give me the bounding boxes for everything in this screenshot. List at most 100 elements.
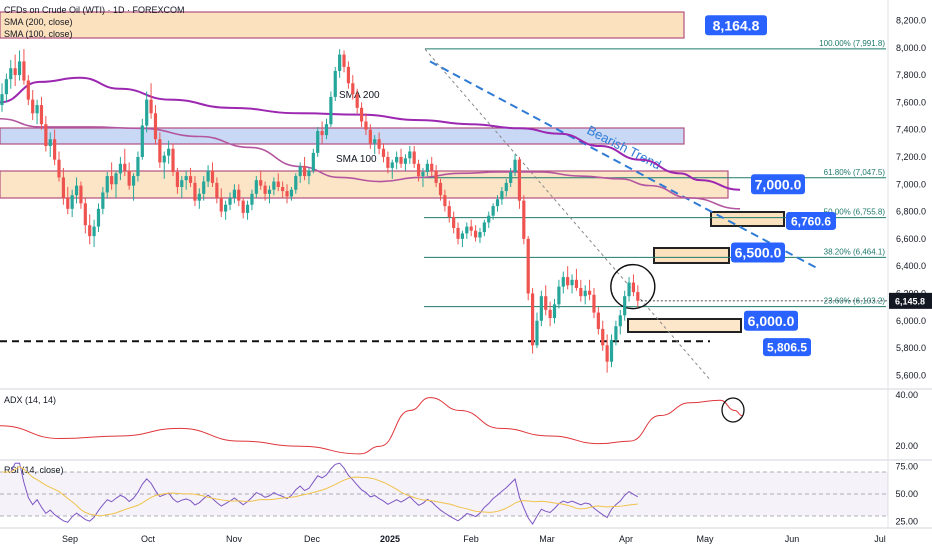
candle [0, 83, 4, 112]
candle-body [193, 182, 197, 201]
candle-body [241, 200, 245, 213]
candle [403, 154, 408, 171]
candle-body [478, 232, 482, 238]
candle-body [544, 296, 548, 310]
candle-body [272, 181, 276, 190]
candle [482, 219, 486, 237]
candle-body [136, 156, 140, 177]
candle [614, 320, 618, 346]
candle [438, 178, 443, 201]
candle [368, 124, 372, 149]
candle [579, 279, 583, 302]
candle-body [127, 170, 131, 186]
candle-body [96, 208, 101, 227]
candle-body [175, 171, 179, 187]
candle-body [263, 185, 267, 194]
candle [574, 268, 579, 291]
candle [570, 274, 574, 294]
candle-body [473, 230, 478, 238]
candle-body [39, 105, 44, 125]
pane-separators [0, 0, 932, 529]
candle-body [245, 204, 250, 213]
zone-box-6500[interactable] [653, 247, 730, 264]
support-zone-wide[interactable] [0, 170, 729, 199]
candle-body [359, 107, 364, 122]
candle-body [601, 328, 605, 346]
candle [618, 309, 622, 335]
candle-body [513, 159, 517, 172]
candle [412, 146, 416, 168]
candle [188, 167, 193, 187]
price-tick-label: 6,400.0 [896, 261, 926, 271]
candle [408, 146, 412, 164]
candle [83, 197, 87, 234]
zone-box-6760[interactable] [710, 211, 785, 227]
candle-body [294, 176, 298, 190]
candle [171, 143, 175, 177]
candle [158, 132, 162, 168]
time-tick-label: Feb [463, 534, 479, 544]
candle-body [447, 206, 451, 218]
candle-body [145, 99, 149, 126]
candle [184, 170, 188, 190]
candle [145, 91, 149, 133]
candle [167, 140, 171, 164]
candle-body [131, 176, 136, 186]
candle [421, 167, 425, 187]
candle-body [596, 312, 600, 329]
candle [127, 162, 131, 190]
candle [250, 189, 254, 211]
candle-body [311, 152, 315, 171]
candle-body [79, 185, 83, 204]
candle-body [487, 215, 491, 223]
candle-body [421, 171, 425, 177]
candle-body [539, 296, 543, 321]
candle [92, 219, 96, 248]
candle [39, 96, 44, 130]
candle-body [605, 345, 609, 362]
candle [263, 181, 267, 201]
candle-body [333, 70, 337, 97]
resistance-zone-top[interactable] [0, 11, 685, 39]
candle-body [434, 170, 438, 183]
candle [452, 211, 456, 234]
candle [561, 271, 565, 294]
candle-body [570, 279, 574, 286]
candle [587, 279, 592, 301]
candle-body [552, 304, 557, 319]
candle-body [197, 193, 201, 201]
candle-body [232, 189, 237, 198]
time-axis[interactable]: Sep Oct Nov Dec 2025 Feb Mar Apr May Jun Jul [62, 534, 886, 544]
candle [4, 73, 8, 103]
candle-body [535, 320, 539, 346]
candle [557, 279, 561, 309]
candle [447, 200, 451, 223]
candle [601, 320, 605, 351]
candle-body [482, 222, 486, 233]
candle [324, 118, 329, 140]
candle [443, 189, 447, 212]
candle-body [351, 83, 355, 95]
candle-body [495, 199, 500, 207]
candle-body [443, 195, 447, 207]
candle [96, 203, 101, 233]
candle-body [425, 163, 429, 172]
candle-body [583, 290, 587, 297]
candle [430, 156, 434, 177]
candle-body [110, 176, 114, 185]
candle-body [530, 293, 535, 346]
candle-body [460, 233, 465, 239]
candle-body [171, 148, 175, 172]
candle-body [285, 191, 289, 197]
zone-box-6000[interactable] [627, 318, 742, 333]
candle [500, 186, 504, 205]
price-axis[interactable]: 8,200.0 8,000.0 7,800.0 7,600.0 7,400.0 7,200… [640, 15, 932, 380]
level-label-text: 7,000.0 [755, 176, 802, 192]
rsi-ma-line [2, 466, 638, 517]
rsi-line [2, 462, 639, 525]
candle [245, 200, 250, 220]
candle [338, 49, 342, 78]
candle [88, 214, 92, 245]
candle [162, 151, 166, 179]
